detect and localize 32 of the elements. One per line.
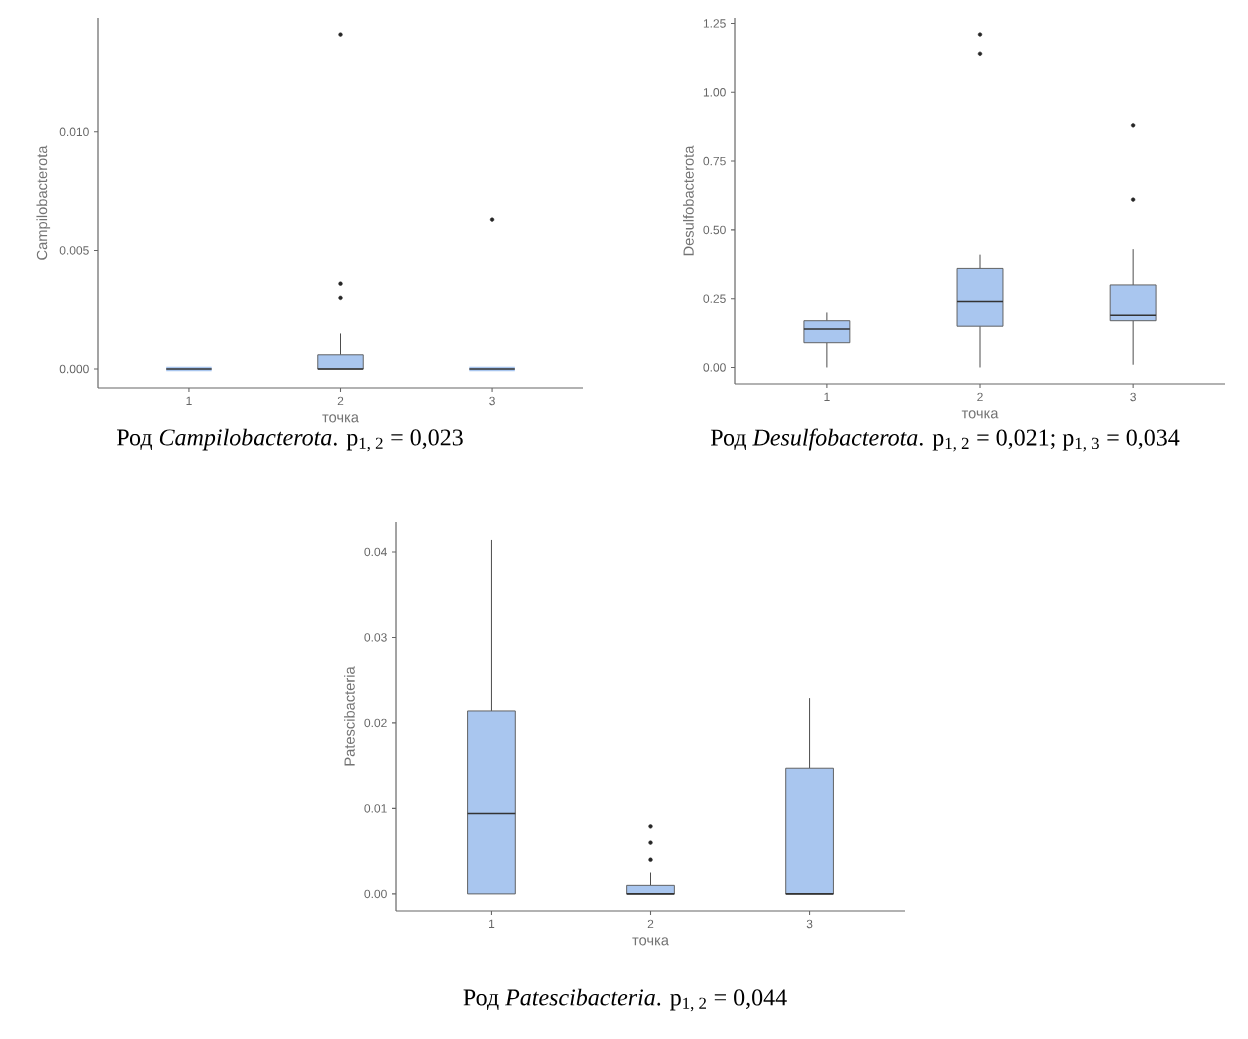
y-tick-label: 0.04 (364, 547, 387, 557)
x-tick-label: 2 (647, 919, 654, 929)
y-tick-label: 0.02 (364, 718, 387, 728)
y-axis-title: Desulfobacterota (683, 145, 694, 256)
x-tick-label: 3 (489, 396, 495, 406)
text: Род Desulfobacterota. p$_{1, 2}$ = 0,021; p$_{1, 3}$ = 0,034 (710, 428, 1180, 452)
y-tick-label: 0.00 (703, 363, 726, 372)
y-tick-label: 0.50 (703, 225, 726, 235)
x-tick-label: 3 (1130, 392, 1136, 402)
y-tick-label: 0.75 (703, 156, 726, 166)
y-tick-label: 0.010 (59, 127, 89, 137)
y-tick-label: 0.00 (364, 889, 387, 899)
y-tick-label: 0.005 (59, 246, 89, 255)
x-tick-label: 1 (489, 919, 495, 928)
y-tick-label: 0.25 (703, 294, 726, 303)
x-tick-label: 1 (824, 392, 830, 401)
y-axis-title: Campilobacterota (36, 145, 51, 260)
x-tick-label: 2 (977, 392, 983, 402)
x-tick-label: 1 (186, 396, 192, 405)
text: Род Campilobacterota. p$_{1, 2}$ = 0,023 (116, 428, 463, 452)
y-tick-label: 1.00 (703, 88, 726, 97)
y-tick-label: 0.01 (364, 804, 387, 813)
y-tick-label: 0.03 (364, 633, 387, 642)
y-tick-label: 1.25 (703, 19, 726, 28)
y-axis-title: Patescibacteria (344, 666, 355, 766)
y-tick-label: 0.000 (59, 364, 89, 374)
x-axis-title: точка (322, 414, 359, 423)
text: Род Patescibacteria. p$_{1, 2}$ = 0,044 (463, 988, 787, 1012)
x-tick-label: 2 (337, 396, 344, 406)
x-tick-label: 3 (806, 919, 813, 929)
x-axis-title: точка (632, 937, 669, 946)
x-axis-title: точка (961, 410, 999, 419)
